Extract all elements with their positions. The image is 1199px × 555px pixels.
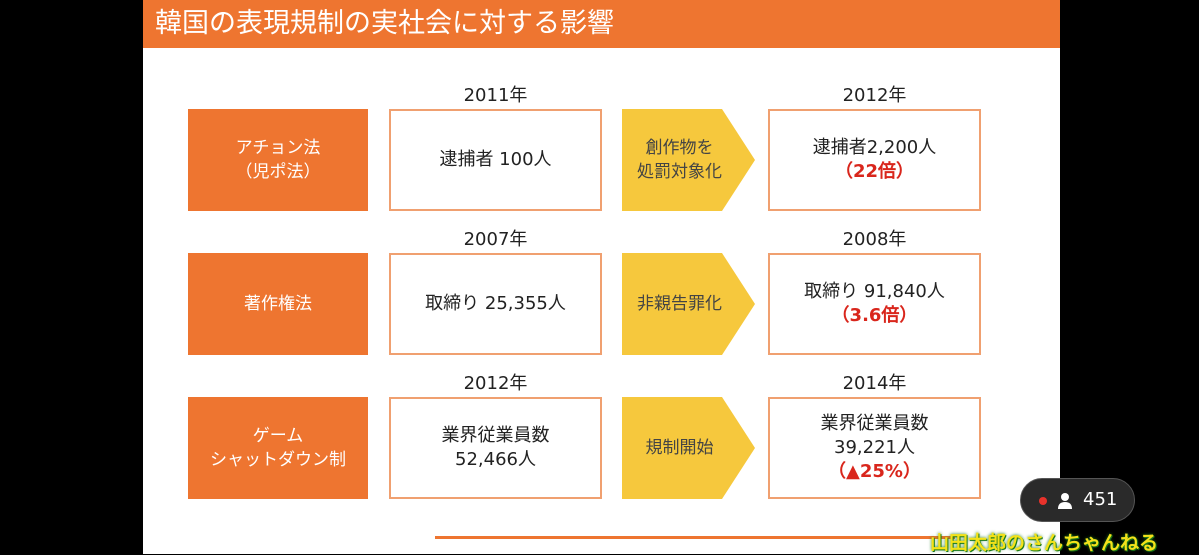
change-text: （22倍） — [834, 161, 915, 182]
viewer-icon — [1058, 493, 1072, 509]
after-text: 取締り 91,840人 — [804, 281, 945, 302]
arrow-shape — [622, 253, 755, 355]
change-text: （▲25%） — [828, 461, 921, 482]
action-text: 規制開始 — [645, 438, 714, 458]
before-year: 2012年 — [463, 373, 528, 394]
after-text: 業界従業員数 — [820, 413, 929, 434]
after-box: 逮捕者2,200人 （22倍） — [768, 109, 981, 211]
before-year: 2007年 — [463, 229, 528, 250]
before-box: 業界従業員数 52,466人 — [389, 397, 602, 499]
law-box: 著作権法 — [188, 253, 368, 355]
law-text: アチョン法 — [235, 138, 321, 158]
action-arrow — [622, 397, 755, 499]
slide: 韓国の表現規制の実社会に対する影響 アチョン法 （児ポ法） 2011年逮捕者 100… — [143, 0, 1060, 554]
viewer-badge[interactable]: 451 — [1020, 478, 1135, 522]
slide-title: 韓国の表現規制の実社会に対する影響 — [155, 8, 614, 39]
after-year: 2012年 — [842, 85, 907, 106]
before-box: 取締り 25,355人 — [389, 253, 602, 355]
before-text: 取締り 25,355人 — [425, 293, 566, 314]
channel-logo: 山田太郎のさんちゃんねる — [930, 532, 1159, 554]
law-box: アチョン法 （児ポ法） — [188, 109, 368, 211]
law-text: （児ポ法） — [235, 162, 321, 182]
live-dot — [1039, 497, 1047, 505]
change-text: （3.6倍） — [831, 305, 918, 326]
action-box: 非親告罪化 — [622, 253, 737, 355]
before-text: 業界従業員数 — [441, 425, 550, 446]
action-box: 創作物を 処罰対象化 — [622, 109, 737, 211]
action-box: 規制開始 — [622, 397, 737, 499]
after-year: 2008年 — [842, 229, 907, 250]
action-arrow — [622, 109, 755, 211]
action-text: 創作物を — [645, 138, 714, 158]
viewer-count: 451 — [1083, 489, 1118, 510]
action-text: 処罰対象化 — [637, 162, 722, 182]
after-text: 39,221人 — [834, 437, 915, 458]
before-year: 2011年 — [463, 85, 528, 106]
action-arrow — [622, 253, 755, 355]
after-box: 業界従業員数 39,221人 （▲25%） — [768, 397, 981, 499]
before-box: 逮捕者 100人 — [389, 109, 602, 211]
before-text: 52,466人 — [455, 449, 536, 470]
action-text: 非親告罪化 — [637, 294, 722, 314]
before-text: 逮捕者 100人 — [439, 149, 552, 170]
law-text: 著作権法 — [244, 294, 312, 314]
after-year: 2014年 — [842, 373, 907, 394]
header-bar: 韓国の表現規制の実社会に対する影響 — [143, 0, 1060, 48]
law-text: ゲーム — [252, 426, 304, 446]
progress-bar — [435, 536, 955, 539]
arrow-shape — [622, 109, 755, 211]
law-box: ゲームシャットダウン制 — [188, 397, 368, 499]
after-text: 逮捕者2,200人 — [812, 137, 937, 158]
after-box: 取締り 91,840人 （3.6倍） — [768, 253, 981, 355]
law-text: シャットダウン制 — [210, 450, 346, 470]
arrow-shape — [622, 397, 755, 499]
